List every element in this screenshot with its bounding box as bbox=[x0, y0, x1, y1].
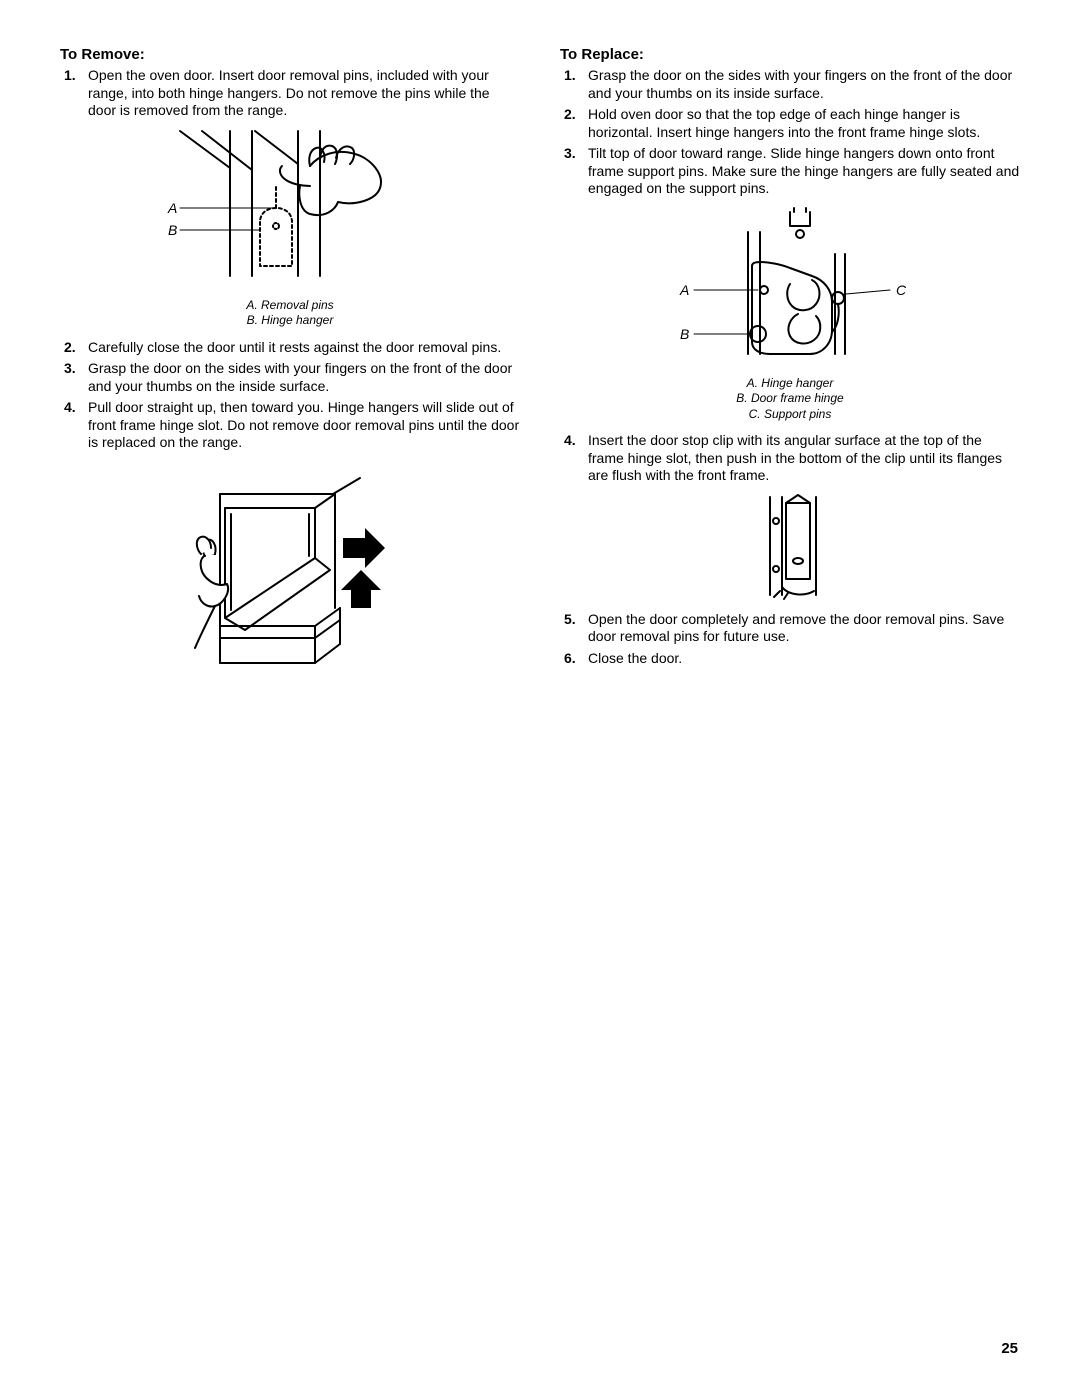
right-title: To Replace: bbox=[560, 46, 1020, 63]
svg-text:A: A bbox=[679, 282, 689, 298]
page: To Remove: Open the oven door. Insert do… bbox=[0, 0, 1080, 1397]
remove-figure-2 bbox=[60, 458, 520, 688]
remove-steps-1: Open the oven door. Insert door removal … bbox=[60, 67, 520, 120]
replace-figure-1: A B C A. Hinge hanger B. Door frame hing… bbox=[560, 204, 1020, 423]
replace-step-3: Tilt top of door toward range. Slide hin… bbox=[560, 145, 1020, 198]
svg-text:A: A bbox=[167, 200, 177, 216]
remove-step-1: Open the oven door. Insert door removal … bbox=[60, 67, 520, 120]
replace-diagram-2-icon bbox=[730, 491, 850, 601]
remove-diagram-1-icon: A B bbox=[160, 126, 420, 296]
caption-line: C. Support pins bbox=[560, 407, 1020, 423]
replace-step-6: Close the door. bbox=[560, 650, 1020, 668]
remove-step-4: Pull door straight up, then toward you. … bbox=[60, 399, 520, 452]
svg-text:B: B bbox=[680, 326, 689, 342]
caption-line: B. Hinge hanger bbox=[60, 313, 520, 329]
svg-text:C: C bbox=[896, 282, 907, 298]
remove-step-3: Grasp the door on the sides with your fi… bbox=[60, 360, 520, 395]
remove-fig1-caption: A. Removal pins B. Hinge hanger bbox=[60, 298, 520, 329]
columns: To Remove: Open the oven door. Insert do… bbox=[60, 46, 1020, 698]
replace-figure-2 bbox=[560, 491, 1020, 601]
replace-steps-2: Insert the door stop clip with its angul… bbox=[560, 432, 1020, 485]
remove-diagram-2-icon bbox=[165, 458, 415, 688]
replace-step-1: Grasp the door on the sides with your fi… bbox=[560, 67, 1020, 102]
svg-text:B: B bbox=[168, 222, 177, 238]
caption-line: A. Hinge hanger bbox=[560, 376, 1020, 392]
replace-steps-1: Grasp the door on the sides with your fi… bbox=[560, 67, 1020, 198]
left-title: To Remove: bbox=[60, 46, 520, 63]
right-column: To Replace: Grasp the door on the sides … bbox=[560, 46, 1020, 698]
replace-fig1-caption: A. Hinge hanger B. Door frame hinge C. S… bbox=[560, 376, 1020, 423]
caption-line: B. Door frame hinge bbox=[560, 391, 1020, 407]
caption-line: A. Removal pins bbox=[60, 298, 520, 314]
replace-steps-3: Open the door completely and remove the … bbox=[560, 611, 1020, 668]
remove-steps-2: Carefully close the door until it rests … bbox=[60, 339, 520, 452]
replace-step-5: Open the door completely and remove the … bbox=[560, 611, 1020, 646]
replace-step-4: Insert the door stop clip with its angul… bbox=[560, 432, 1020, 485]
remove-step-2: Carefully close the door until it rests … bbox=[60, 339, 520, 357]
replace-diagram-1-icon: A B C bbox=[640, 204, 940, 374]
page-number: 25 bbox=[1001, 1340, 1018, 1357]
replace-step-2: Hold oven door so that the top edge of e… bbox=[560, 106, 1020, 141]
remove-figure-1: A B A. Removal pins B. Hinge hanger bbox=[60, 126, 520, 329]
left-column: To Remove: Open the oven door. Insert do… bbox=[60, 46, 520, 698]
